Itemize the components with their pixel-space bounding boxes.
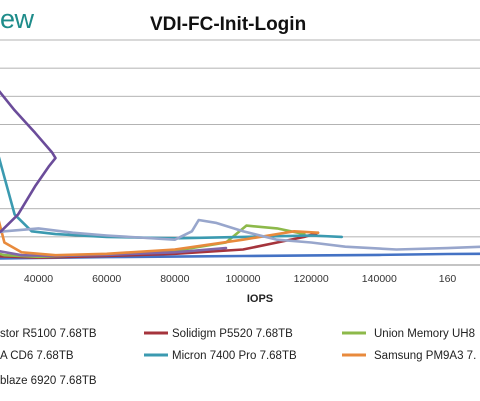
series-line [0, 218, 480, 251]
x-tick-label: 160 [439, 273, 457, 285]
legend-label: Micron 7400 Pro 7.68TB [172, 350, 297, 362]
x-tick-label: 40000 [24, 273, 53, 285]
series-line [0, 156, 344, 240]
x-tick-label: 120000 [294, 273, 329, 285]
legend-label: Union Memory UH8 [374, 328, 475, 340]
legend-label: A CD6 7.68TB [0, 350, 74, 362]
legend: stor R5100 7.68TB Solidigm P5520 7.68TB Un… [0, 328, 476, 387]
x-tick-label: 100000 [225, 273, 260, 285]
gridlines [0, 39, 480, 266]
x-tick-label: 80000 [160, 273, 189, 285]
chart-title: VDI-FC-Init-Login [150, 14, 307, 35]
legend-label: Solidigm P5520 7.68TB [172, 328, 293, 340]
series-line [0, 224, 306, 259]
legend-label: blaze 6920 7.68TB [0, 375, 97, 387]
legend-label: Samsung PM9A3 7. [374, 350, 476, 362]
series-lines [0, 90, 480, 260]
brand-logo-text: ew [0, 4, 34, 34]
series-line [0, 90, 57, 234]
legend-label: stor R5100 7.68TB [0, 328, 97, 340]
series-line [0, 220, 320, 257]
x-tick-label: 60000 [92, 273, 121, 285]
x-axis-label: IOPS [247, 293, 273, 305]
x-tick-labels: 40000 60000 80000 100000 120000 140000 160 [24, 273, 457, 285]
x-tick-label: 140000 [362, 273, 397, 285]
